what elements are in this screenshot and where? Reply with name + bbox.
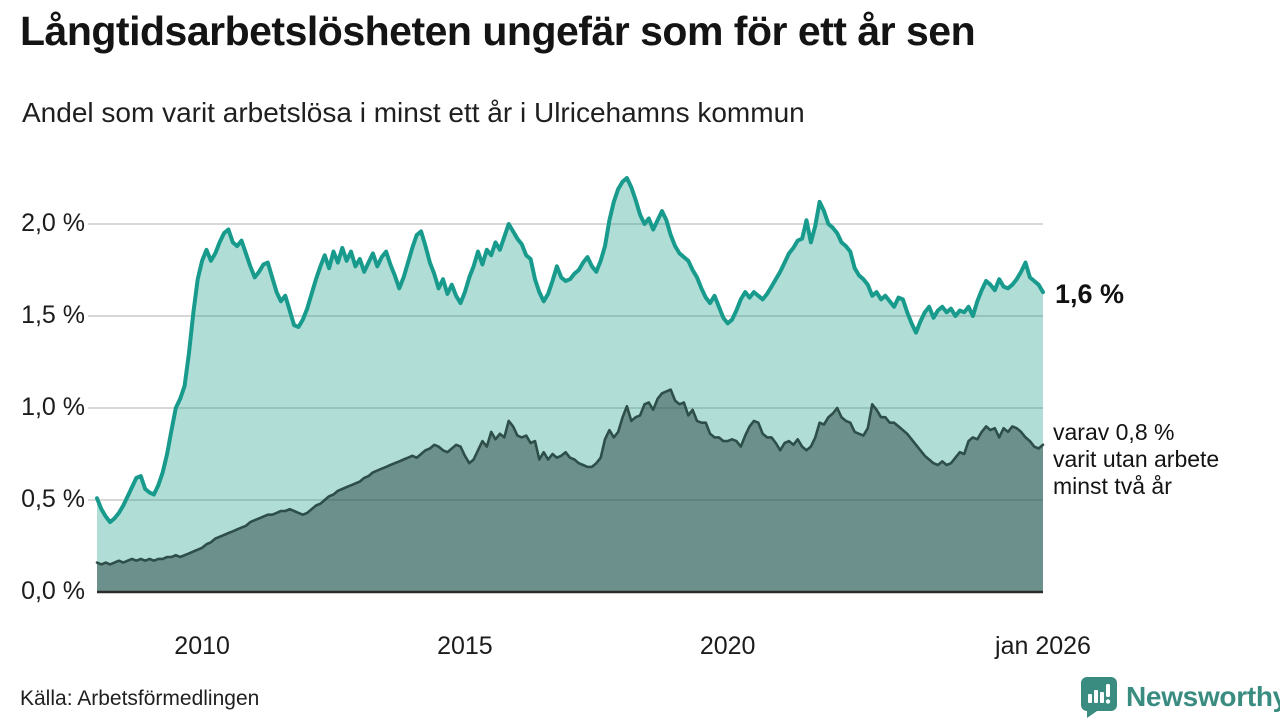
y-tick-label: 1,0 %: [21, 393, 85, 421]
series-end-label-one-year: 1,6 %: [1055, 279, 1125, 309]
newsworthy-logo: Newsworthy: [1080, 676, 1280, 718]
y-tick-label: 0,5 %: [21, 485, 85, 513]
series-line-1: [95, 176, 1045, 525]
page-title: Långtidsarbetslösheten ungefär som för e…: [20, 8, 976, 54]
annotation-line: minst två år: [1053, 473, 1172, 499]
y-tick-label: 0,0 %: [21, 577, 85, 605]
x-tick-label: jan 2026: [995, 632, 1091, 660]
brand-name: Newsworthy: [1126, 681, 1280, 712]
annotation-line: varit utan arbete: [1053, 446, 1220, 472]
y-tick-label: 2,0 %: [21, 209, 85, 237]
annotation-line: varav 0,8 %: [1053, 419, 1175, 445]
area-fill-2: [97, 389, 1043, 592]
series-line-2: [95, 388, 1045, 566]
chart-subtitle: Andel som varit arbetslösa i minst ett å…: [22, 97, 805, 128]
newsworthy-chart-bubble-icon: [1081, 677, 1117, 718]
series-end-label-two-years: varav 0,8 % varit utan arbete minst två …: [1053, 419, 1219, 500]
x-tick-label: 2010: [174, 632, 230, 660]
source-credit: Källa: Arbetsförmedlingen: [20, 687, 260, 710]
y-tick-label: 1,5 %: [21, 301, 85, 329]
x-tick-label: 2015: [437, 632, 493, 660]
x-tick-label: 2020: [699, 632, 756, 660]
